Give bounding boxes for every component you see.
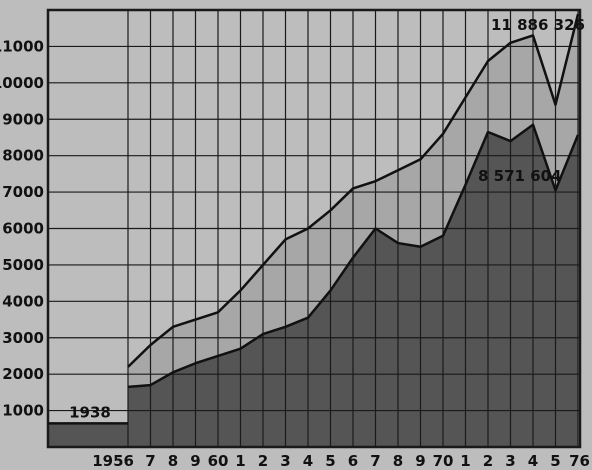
x-tick-label: 4: [303, 452, 313, 470]
x-tick-label: 1: [460, 452, 470, 470]
x-tick-label: 4: [528, 452, 538, 470]
y-tick-label: 4000: [2, 292, 44, 310]
y-tick-label: 6000: [2, 220, 44, 238]
baseline-label: 1938: [69, 403, 111, 421]
baseline-1938-block: [48, 423, 128, 447]
x-tick-label: 2: [258, 452, 268, 470]
annotation-lower-value: 8 571 604: [478, 167, 562, 185]
x-tick-label: 3: [505, 452, 515, 470]
x-tick-label: 70: [433, 452, 454, 470]
x-tick-label: 2: [483, 452, 493, 470]
y-tick-label: 3000: [2, 329, 44, 347]
tick-labels-layer: 1000 2000 3000 4000 5000 6000 7000 8000 9000 1000…: [0, 37, 590, 470]
y-tick-label: 7000: [2, 183, 44, 201]
x-tick-label: 5: [325, 452, 335, 470]
series-line-lower: [127, 123, 580, 389]
annotation-upper-value: 11 886 326: [491, 16, 585, 34]
x-tick-label: 8: [168, 452, 178, 470]
x-tick-label: 6: [348, 452, 358, 470]
grid-layer: [46, 8, 582, 449]
x-tick-label: 9: [190, 452, 200, 470]
x-tick-label: 60: [208, 452, 229, 470]
x-tick-label: 1: [235, 452, 245, 470]
annotations-layer: 1938 11 886 326 8 571 604: [69, 16, 585, 421]
series-line-upper: [127, 13, 580, 368]
x-tick-label: 7: [370, 452, 380, 470]
x-tick-label: 76: [569, 452, 590, 470]
y-tick-label: 2000: [2, 365, 44, 383]
x-tick-label: 3: [280, 452, 290, 470]
y-tick-label: 11000: [0, 37, 44, 55]
y-tick-label: 5000: [2, 256, 44, 274]
x-tick-label: 7: [145, 452, 155, 470]
x-tick-label: 1956: [92, 452, 134, 470]
x-tick-label: 8: [393, 452, 403, 470]
x-tick-label: 9: [415, 452, 425, 470]
x-tick-label: 5: [550, 452, 560, 470]
y-tick-label: 10000: [0, 74, 44, 92]
plot-frame: [46, 8, 582, 449]
y-tick-label: 9000: [2, 110, 44, 128]
y-tick-label: 1000: [2, 402, 44, 420]
lines-layer: [48, 13, 580, 425]
y-tick-label: 8000: [2, 147, 44, 165]
